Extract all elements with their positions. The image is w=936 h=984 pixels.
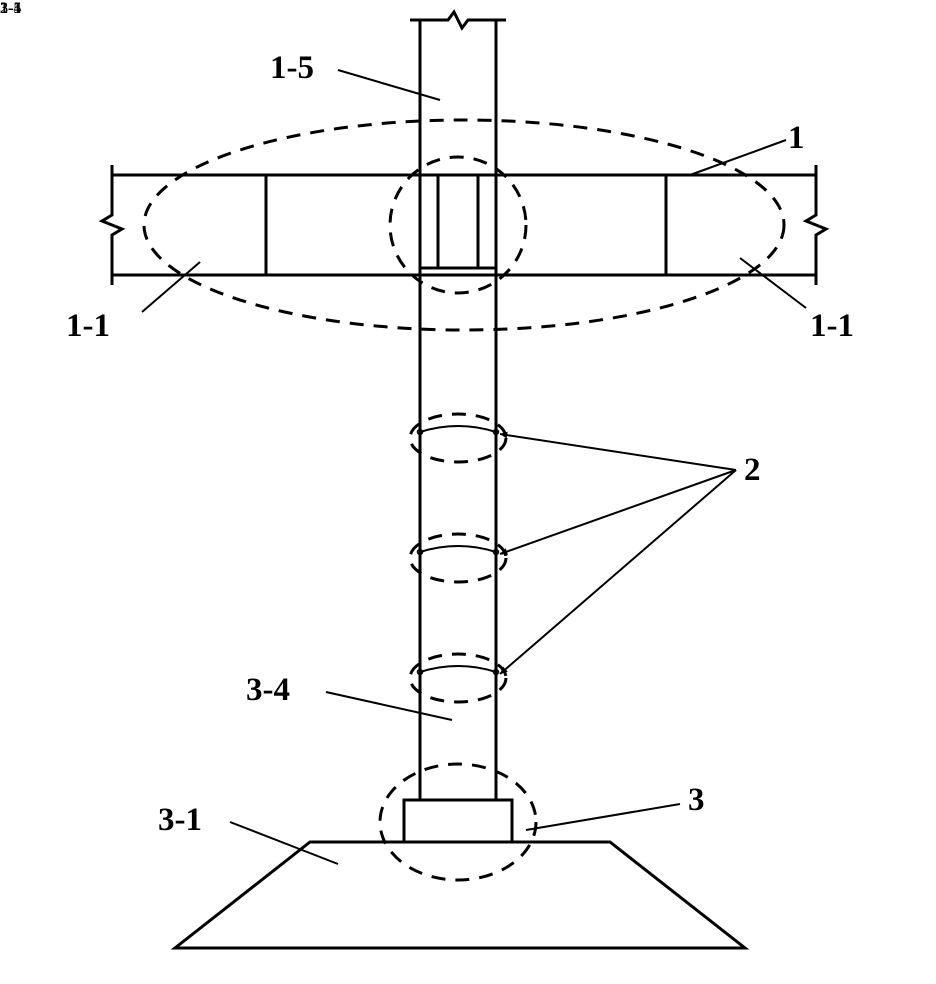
svg-text:3: 3 bbox=[688, 782, 705, 818]
svg-text:1-1: 1-1 bbox=[810, 308, 854, 344]
svg-text:1-1: 1-1 bbox=[66, 308, 110, 344]
svg-text:1-5: 1-5 bbox=[270, 50, 314, 86]
svg-text:3-4: 3-4 bbox=[246, 672, 290, 708]
svg-text:2: 2 bbox=[744, 452, 761, 488]
svg-text:3-1: 3-1 bbox=[158, 802, 202, 838]
svg-text:1: 1 bbox=[788, 120, 805, 156]
